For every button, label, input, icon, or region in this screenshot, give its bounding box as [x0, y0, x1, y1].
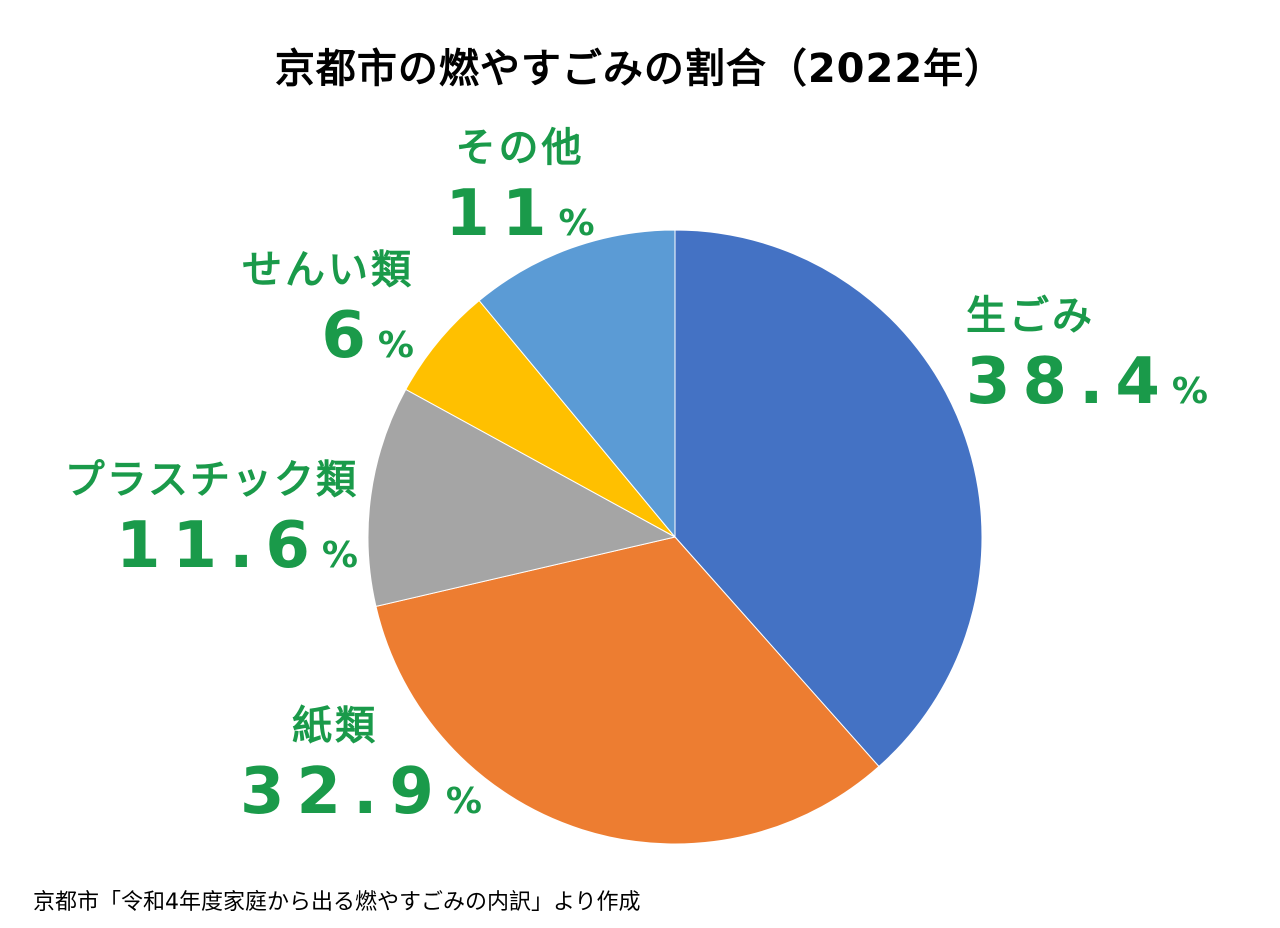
label-seni: せんい類 6% — [242, 250, 414, 368]
slice-label-percent: 32.9% — [240, 755, 482, 829]
source-note: 京都市「令和4年度家庭から出る燃やすごみの内訳」より作成 — [33, 890, 641, 915]
label-plastic: プラスチック類 11.6% — [65, 460, 358, 578]
chart-title: 京都市の燃やすごみの割合（2022年） — [274, 46, 1006, 92]
label-sonota: その他 11% — [440, 128, 600, 246]
slice-label-name: せんい類 — [242, 247, 414, 293]
label-nama-gomi: 生ごみ 38.4% — [966, 296, 1208, 414]
slice-label-name: 生ごみ — [966, 293, 1095, 339]
pie-slice-0 — [674, 229, 983, 768]
slice-label-name: その他 — [455, 125, 585, 171]
slice-label-name: プラスチック類 — [64, 457, 358, 503]
pie-slice-4 — [478, 229, 676, 539]
slice-label-percent: 6% — [321, 299, 414, 373]
pie-slice-1 — [375, 536, 880, 845]
slice-label-percent: 38.4% — [966, 345, 1208, 419]
label-kami: 紙類 32.9% — [240, 706, 482, 824]
pie-slice-2 — [367, 388, 677, 607]
slice-label-percent: 11% — [445, 177, 595, 251]
slice-label-percent: 11.6% — [116, 509, 358, 583]
slice-label-name: 紙類 — [292, 703, 378, 749]
